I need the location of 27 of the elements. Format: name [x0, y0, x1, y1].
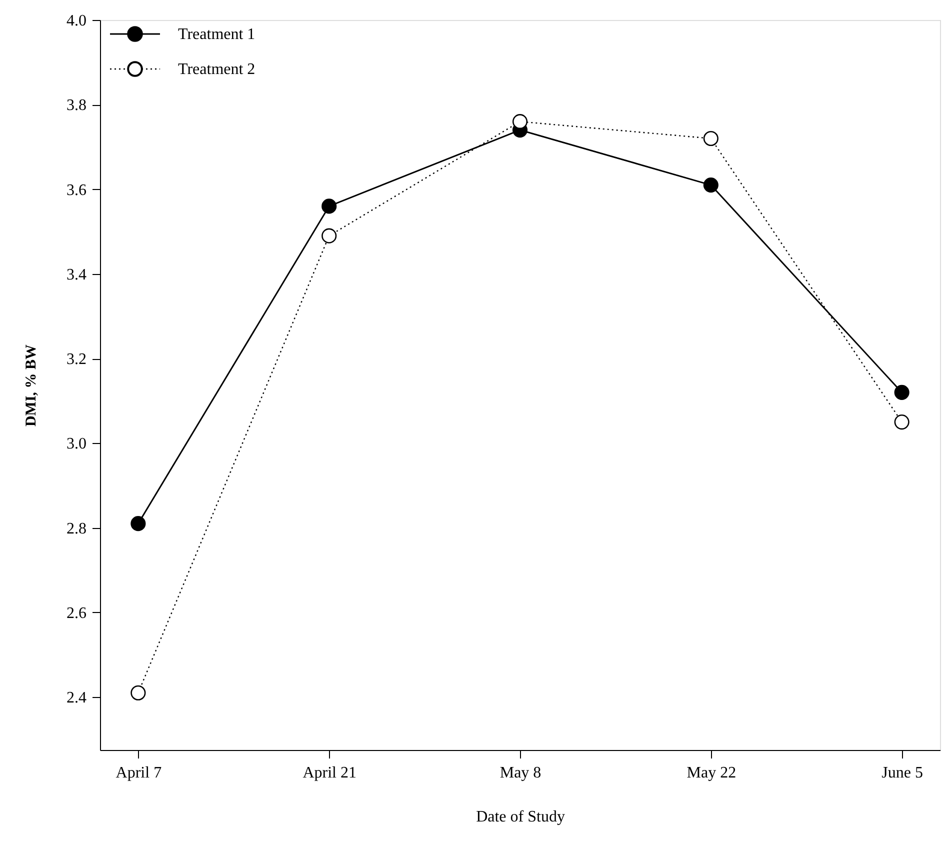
- y-tick-label: 4.0: [66, 12, 86, 30]
- y-tick-label: 3.0: [66, 436, 86, 453]
- y-tick-label: 3.2: [66, 351, 86, 368]
- legend-label: Treatment 1: [178, 26, 256, 43]
- point: [130, 685, 146, 700]
- x-tick-label: June 5: [882, 764, 923, 782]
- point: [322, 228, 337, 244]
- x-tick-label: April 21: [302, 764, 356, 782]
- y-tick-label: 2.4: [66, 690, 86, 707]
- y-tick-label: 2.6: [66, 604, 86, 622]
- y-axis-title: DMI, % BW: [24, 344, 40, 427]
- y-tick-label: 2.8: [66, 520, 86, 538]
- y-tick-label: 3.6: [66, 182, 86, 199]
- point: [703, 130, 718, 146]
- x-axis-title: Date of Study: [476, 808, 565, 826]
- point: [512, 114, 528, 130]
- point: [894, 384, 910, 400]
- y-tick-label: 3.8: [66, 97, 86, 114]
- point: [894, 414, 910, 430]
- x-tick-label: May 8: [500, 764, 542, 782]
- x-tick-label: April 7: [116, 764, 162, 782]
- point: [322, 198, 337, 214]
- x-tick-label: May 22: [686, 764, 736, 782]
- point: [130, 516, 146, 532]
- legend-label: Treatment 2: [178, 61, 256, 78]
- point: [703, 178, 718, 193]
- y-tick-label: 3.4: [66, 266, 86, 284]
